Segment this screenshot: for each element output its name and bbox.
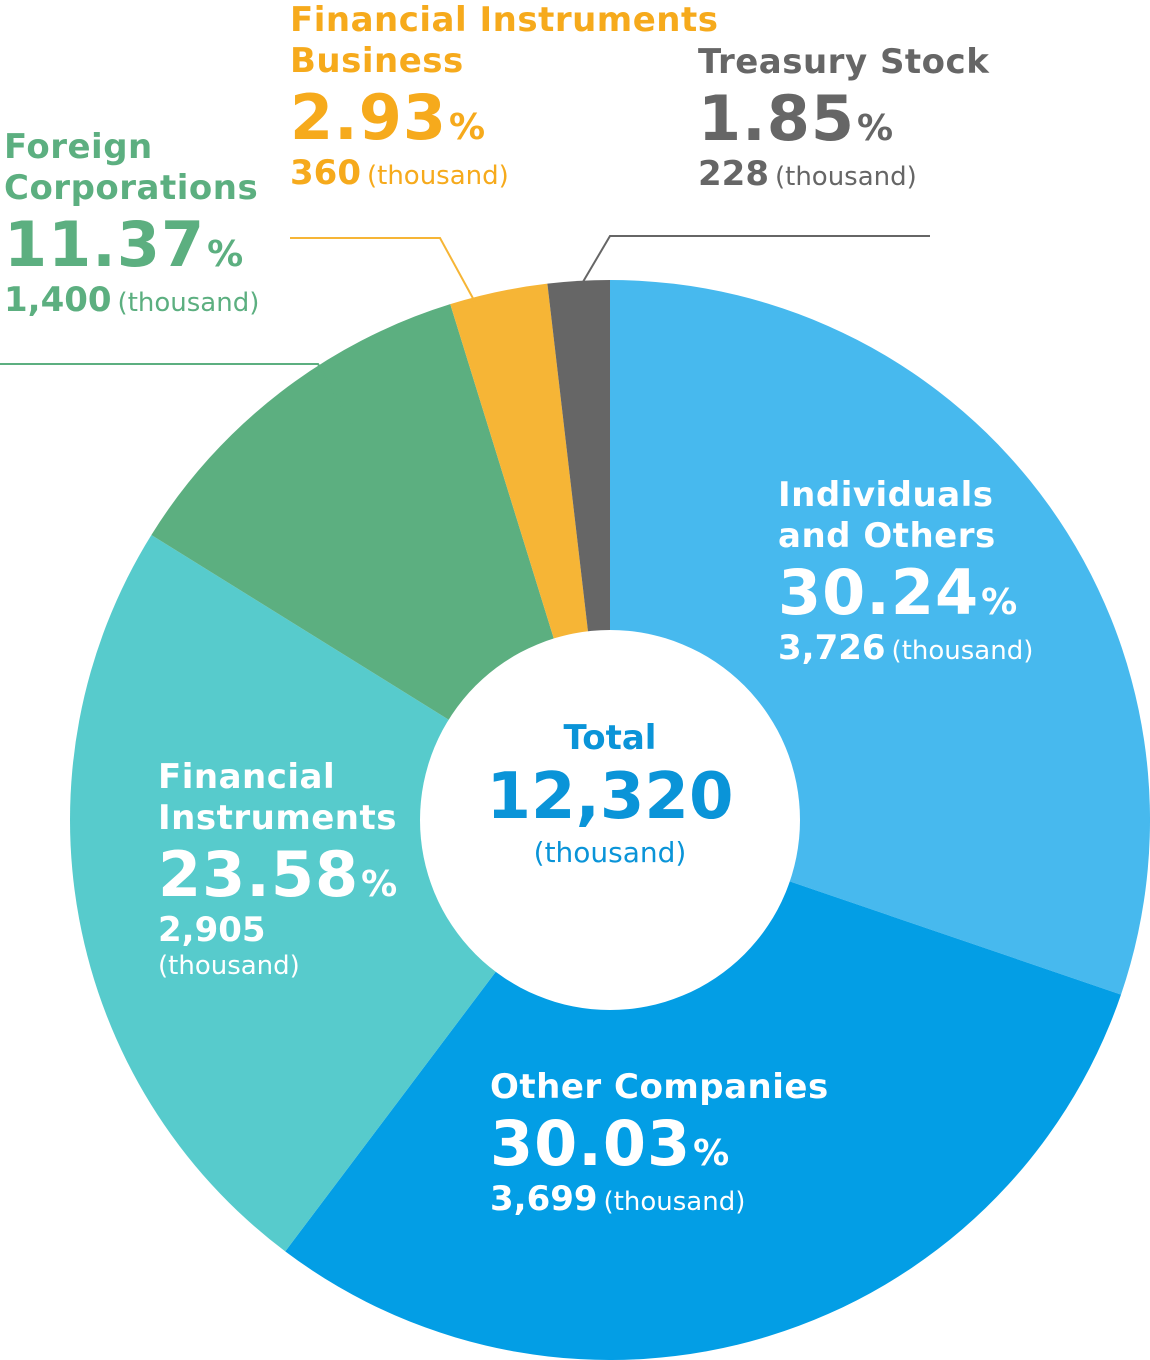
leader-line-financial-instruments-business [290, 237, 476, 303]
label-other-companies-name: Other Companies [490, 1067, 829, 1107]
label-individuals-unit: (thousand) [891, 635, 1034, 666]
label-other-companies: Other Companies 30.03% 3,699 (thousand) [490, 1067, 829, 1220]
donut-hole [420, 630, 800, 1010]
label-financial-instruments-name-2: Instruments [158, 797, 398, 838]
slice-financial-instruments [70, 534, 611, 1252]
label-financial-instruments-business-name-1: Financial Instruments [290, 0, 719, 40]
label-treasury-stock-percent-sign: % [856, 107, 895, 149]
slice-other-companies [285, 820, 1121, 1360]
label-individuals: Individuals and Others 30.24% 3,726 (thou… [778, 475, 1033, 669]
label-other-companies-percent: 30.03 [490, 1106, 692, 1180]
center-total-unit: (thousand) [533, 835, 687, 869]
label-foreign-corporations-percent-sign: % [207, 233, 245, 275]
label-other-companies-count: 3,699 [490, 1179, 598, 1220]
label-individuals-percent: 30.24 [778, 555, 980, 629]
label-financial-instruments: Financial Instruments 23.58% 2,905 (thous… [158, 757, 398, 982]
leader-line-treasury-stock [576, 235, 930, 293]
leader-lines [0, 235, 930, 425]
label-financial-instruments-business: Financial Instruments Business 2.93% 360… [290, 0, 718, 194]
label-financial-instruments-business-percent-sign: % [448, 106, 487, 148]
center-total-value: 12,320 [486, 759, 734, 834]
label-foreign-corporations-count: 1,400 [4, 279, 112, 320]
label-financial-instruments-business-count: 360 [290, 152, 361, 193]
label-other-companies-unit: (thousand) [603, 1187, 746, 1218]
center-total-label: Total [563, 718, 657, 758]
label-treasury-stock-count: 228 [698, 154, 769, 195]
label-foreign-corporations-percent: 11.37 [4, 207, 206, 281]
label-financial-instruments-business-unit: (thousand) [366, 160, 509, 191]
center-total: Total 12,320 (thousand) [420, 718, 800, 869]
label-other-companies-percent-sign: % [693, 1132, 731, 1174]
label-individuals-percent-sign: % [981, 581, 1019, 623]
label-treasury-stock: Treasury Stock 1.85% 228 (thousand) [698, 42, 989, 195]
label-financial-instruments-name-1: Financial [158, 757, 336, 797]
label-financial-instruments-count: 2,905 [158, 909, 266, 950]
label-financial-instruments-unit: (thousand) [158, 950, 300, 981]
label-treasury-stock-name: Treasury Stock [698, 42, 990, 82]
label-financial-instruments-percent: 23.58 [158, 837, 360, 911]
label-individuals-count: 3,726 [778, 627, 886, 668]
label-foreign-corporations-unit: (thousand) [117, 287, 260, 318]
leader-line-foreign-corporations [0, 363, 353, 425]
label-financial-instruments-business-name-2: Business [290, 40, 464, 81]
label-foreign-corporations-name-1: Foreign [4, 127, 153, 167]
label-financial-instruments-percent-sign: % [361, 863, 399, 905]
label-individuals-name-2: and Others [778, 515, 996, 556]
label-foreign-corporations-name-2: Corporations [4, 167, 259, 208]
label-financial-instruments-business-percent: 2.93 [290, 80, 447, 154]
label-individuals-name-1: Individuals [778, 475, 994, 515]
label-treasury-stock-unit: (thousand) [774, 162, 917, 193]
label-foreign-corporations: Foreign Corporations 11.37% 1,400 (thousa… [4, 127, 259, 321]
label-treasury-stock-percent: 1.85 [698, 81, 855, 155]
